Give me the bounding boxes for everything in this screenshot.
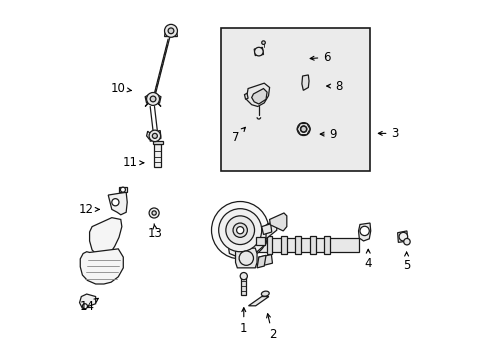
- Polygon shape: [261, 224, 271, 234]
- Polygon shape: [156, 95, 161, 103]
- Circle shape: [218, 209, 261, 252]
- Circle shape: [164, 24, 177, 37]
- Circle shape: [149, 130, 160, 141]
- Polygon shape: [358, 223, 370, 241]
- Polygon shape: [295, 236, 301, 253]
- Polygon shape: [256, 237, 264, 244]
- Text: 12: 12: [79, 203, 99, 216]
- Polygon shape: [119, 187, 127, 192]
- Polygon shape: [297, 123, 309, 135]
- Polygon shape: [146, 131, 151, 139]
- Circle shape: [150, 96, 156, 102]
- Polygon shape: [246, 83, 269, 107]
- Text: 8: 8: [326, 80, 342, 93]
- Polygon shape: [251, 89, 266, 104]
- Polygon shape: [258, 255, 272, 266]
- Polygon shape: [149, 131, 161, 141]
- Ellipse shape: [261, 291, 269, 296]
- Circle shape: [82, 304, 87, 309]
- Circle shape: [149, 208, 159, 218]
- Polygon shape: [248, 297, 268, 306]
- Polygon shape: [145, 101, 150, 107]
- Circle shape: [152, 134, 157, 138]
- Text: 11: 11: [122, 156, 143, 169]
- Circle shape: [168, 28, 174, 34]
- Circle shape: [239, 251, 253, 265]
- Text: 3: 3: [378, 127, 398, 140]
- Text: 14: 14: [80, 298, 98, 313]
- Polygon shape: [301, 75, 308, 90]
- Text: 4: 4: [364, 249, 371, 270]
- Circle shape: [146, 93, 159, 105]
- Polygon shape: [152, 140, 163, 144]
- Polygon shape: [80, 249, 123, 284]
- Text: 5: 5: [402, 252, 409, 272]
- Polygon shape: [281, 236, 286, 253]
- Circle shape: [240, 273, 247, 280]
- Polygon shape: [241, 276, 246, 295]
- Polygon shape: [257, 255, 265, 268]
- Polygon shape: [156, 101, 161, 107]
- Polygon shape: [255, 238, 359, 252]
- Circle shape: [152, 211, 156, 215]
- Polygon shape: [309, 236, 315, 253]
- Circle shape: [225, 216, 254, 244]
- Polygon shape: [266, 236, 272, 253]
- Polygon shape: [108, 192, 127, 215]
- Polygon shape: [244, 93, 247, 99]
- Polygon shape: [228, 226, 265, 256]
- Circle shape: [254, 47, 263, 56]
- Text: 2: 2: [266, 314, 276, 341]
- Polygon shape: [235, 248, 257, 268]
- Text: 10: 10: [111, 82, 131, 95]
- Circle shape: [297, 123, 309, 135]
- Circle shape: [211, 202, 268, 259]
- Polygon shape: [164, 30, 177, 37]
- Polygon shape: [324, 236, 329, 253]
- Circle shape: [300, 126, 306, 132]
- Polygon shape: [80, 294, 96, 309]
- Text: 9: 9: [320, 127, 337, 141]
- Polygon shape: [247, 221, 276, 249]
- Circle shape: [236, 226, 244, 234]
- Polygon shape: [145, 95, 150, 103]
- Polygon shape: [89, 218, 122, 255]
- Polygon shape: [254, 47, 263, 55]
- Circle shape: [403, 238, 409, 245]
- Circle shape: [112, 199, 119, 206]
- Text: 6: 6: [309, 51, 330, 64]
- Circle shape: [233, 223, 247, 237]
- Circle shape: [359, 226, 368, 235]
- Polygon shape: [154, 144, 161, 167]
- Polygon shape: [269, 213, 286, 231]
- Circle shape: [300, 126, 306, 132]
- Text: 1: 1: [240, 308, 247, 335]
- Circle shape: [398, 232, 407, 241]
- Circle shape: [120, 187, 125, 192]
- Polygon shape: [397, 231, 407, 242]
- Bar: [221, 28, 369, 171]
- Text: 13: 13: [148, 224, 163, 239]
- Circle shape: [261, 41, 265, 44]
- Text: 7: 7: [231, 127, 245, 144]
